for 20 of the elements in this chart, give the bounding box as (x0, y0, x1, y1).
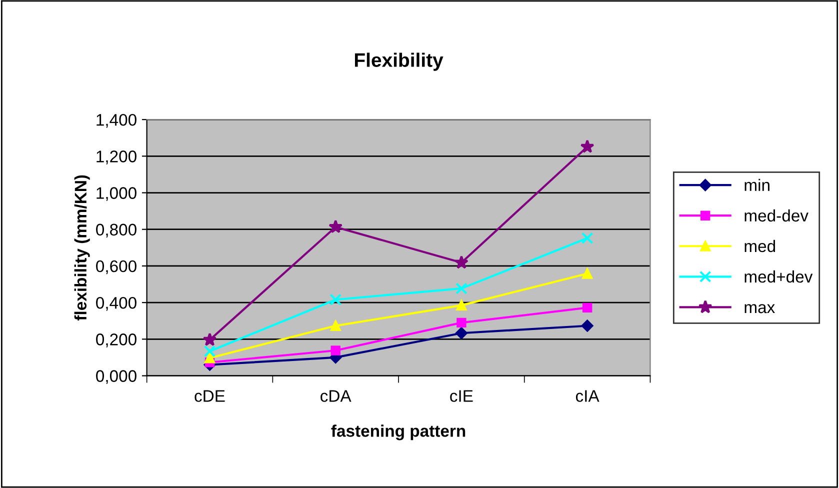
x-tick-label: cIA (576, 390, 600, 402)
legend-label: med (744, 240, 776, 252)
legend-label: min (744, 178, 770, 191)
y-tick-label: 1,400 (96, 114, 136, 128)
y-tick-label: 0,000 (96, 370, 136, 384)
y-tick-label: 0,200 (96, 334, 136, 348)
chart-title: Flexibility (354, 52, 444, 71)
legend-label: max (744, 304, 775, 314)
x-axis-title: fastening pattern (331, 424, 466, 440)
legend-label: med+dev (744, 270, 813, 283)
y-axis-title: flexibility (mm/KN) (74, 175, 90, 321)
y-tick-label: 0,800 (96, 224, 136, 238)
y-tick-label: 1,200 (96, 150, 136, 164)
y-tick-label: 0,600 (96, 260, 136, 274)
legend-label: med-dev (744, 209, 808, 222)
y-tick-label: 1,000 (96, 187, 136, 201)
x-tick-label: cDA (320, 390, 352, 402)
x-tick-label: cIE (450, 390, 473, 402)
y-tick-label: 0,400 (96, 296, 136, 311)
x-tick-label: cDE (194, 390, 225, 402)
